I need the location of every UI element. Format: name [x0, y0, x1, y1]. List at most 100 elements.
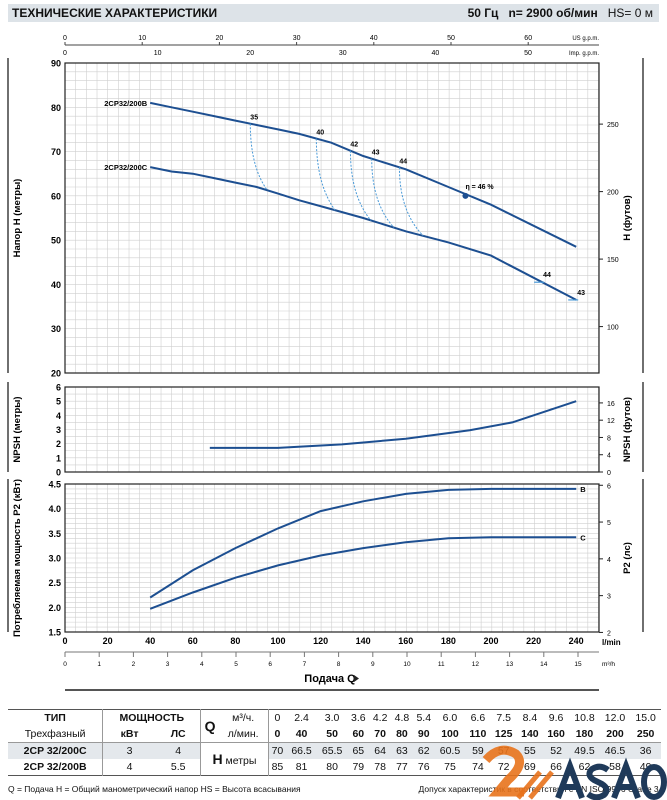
- curve-npsh: [209, 400, 577, 449]
- y-tick-label: 4.5: [48, 480, 61, 490]
- m3h-tick-label: 6: [268, 661, 272, 668]
- us-gpm-tick-label: 10: [138, 35, 146, 42]
- header-kw: кВт: [120, 728, 139, 740]
- head-cell: 60.5: [434, 742, 466, 759]
- y-right-tick-label: 0: [607, 470, 611, 477]
- y-tick-label: 4.0: [48, 504, 61, 514]
- q-lmin-cell: 250: [636, 728, 655, 740]
- head-cell: 76: [417, 761, 430, 773]
- y-tick-label: 2.5: [48, 578, 61, 588]
- y-tick-label: 1: [56, 453, 61, 463]
- head-cell: 65: [347, 742, 370, 759]
- y-right-tick-label: 200: [607, 190, 619, 197]
- head-cell: 70: [268, 742, 287, 759]
- q-m3h-cell: 5.4: [416, 712, 432, 724]
- h-unit: метры: [225, 755, 257, 767]
- x-unit-m3h: m³/h: [602, 661, 615, 668]
- q-m3h-cell: 10.8: [574, 712, 595, 724]
- x-tick-label: 0: [62, 636, 67, 646]
- head-cell: 79: [352, 761, 365, 773]
- imp-gpm-tick-label: 50: [524, 50, 532, 57]
- q-label: Q: [204, 718, 216, 734]
- q-lmin-cell: 125: [494, 728, 513, 740]
- efficiency-line: [349, 150, 372, 221]
- head-cell: 78: [374, 761, 386, 773]
- y-tick-label: 20: [51, 369, 61, 379]
- header-power: МОЩНОСТЬ: [102, 709, 202, 726]
- head-cell: 75: [444, 761, 456, 773]
- y-tick-label: 5: [56, 397, 61, 407]
- y-right-tick-label: 12: [607, 418, 615, 425]
- us-gpm-tick-label: 30: [293, 35, 301, 42]
- y-tick-label: 0: [56, 468, 61, 478]
- y-right-tick-label: 5: [607, 520, 611, 527]
- m3h-tick-label: 14: [540, 661, 548, 668]
- head-cell: 36: [630, 742, 661, 759]
- q-lmin-cell: 100: [441, 728, 459, 740]
- q-lmin-cell: 160: [547, 728, 565, 740]
- y-right-tick-label: 2: [607, 630, 611, 637]
- q-m3h-cell: 4.2: [372, 712, 388, 724]
- q-m3h-cell: 15.0: [635, 712, 656, 724]
- bep-label: η = 46 %: [465, 184, 494, 191]
- efficiency-line: [315, 138, 336, 211]
- y-tick-label: 70: [51, 147, 61, 157]
- m3h-tick-label: 7: [303, 661, 307, 668]
- head-cell: 85: [271, 761, 284, 773]
- y-axis-label: Потребляемая мощность P2 (кВт): [12, 479, 23, 637]
- h-label: H метры: [200, 742, 269, 776]
- q-lmin-cell: 60: [352, 728, 365, 740]
- y-right-tick-label: 6: [607, 483, 611, 490]
- efficiency-label: 43: [372, 150, 380, 157]
- series-label: C: [580, 533, 586, 542]
- y-axis-label-right: H (футов): [622, 195, 633, 241]
- head-cell: 59: [465, 742, 491, 759]
- head-cell: 69: [524, 761, 536, 773]
- header-type: ТИП: [8, 709, 104, 726]
- q-lmin-cell: 180: [575, 728, 594, 740]
- model-name: 2CP 32/200B: [8, 759, 104, 776]
- m3h-tick-label: 9: [371, 661, 375, 668]
- x-tick-label: 180: [441, 636, 456, 646]
- y-tick-label: 40: [51, 280, 61, 290]
- y-tick-label: 60: [51, 191, 61, 201]
- y-right-tick-label: 250: [607, 122, 619, 129]
- power-kw: 3: [102, 742, 156, 759]
- head-cell: 62: [578, 761, 591, 773]
- efficiency-label: 44: [543, 272, 551, 279]
- y-right-tick-label: 150: [607, 257, 619, 264]
- imp-gpm-tick-label: 20: [246, 50, 254, 57]
- us-gpm-tick-label: 20: [216, 35, 224, 42]
- m3h-tick-label: 4: [200, 661, 204, 668]
- m3h-tick-label: 10: [403, 661, 411, 668]
- x-tick-label: 140: [356, 636, 371, 646]
- efficiency-line: [371, 158, 395, 228]
- asao-logo: [482, 745, 667, 800]
- head-cell: 72: [497, 761, 510, 773]
- x-tick-label: 240: [569, 636, 584, 646]
- head-cell: 62: [412, 742, 435, 759]
- y-right-tick-label: 8: [607, 435, 611, 442]
- plot-frame: [64, 62, 600, 374]
- m3h-tick-label: 1: [97, 661, 101, 668]
- efficiency-label: 43: [577, 290, 585, 297]
- y-tick-label: 90: [51, 59, 61, 69]
- y-right-tick-label: 4: [607, 557, 611, 564]
- head-cell: 80: [326, 761, 338, 773]
- head-cell: 63: [391, 742, 413, 759]
- y-right-tick-label: 4: [607, 453, 611, 460]
- y-tick-label: 30: [51, 324, 61, 334]
- q-m3h-cell: 0: [274, 712, 281, 724]
- q-unit-m3h: м³/ч.: [218, 709, 269, 726]
- efficiency-label: 40: [316, 130, 324, 137]
- m3h-tick-label: 3: [166, 661, 170, 668]
- m3h-tick-label: 8: [337, 661, 341, 668]
- head-cell: 55: [516, 742, 543, 759]
- y-tick-label: 1.5: [48, 628, 61, 638]
- y-axis-label-right: NPSH (футов): [622, 397, 633, 462]
- imp-gpm-tick-label: 40: [432, 50, 440, 57]
- y-axis-label-right: P2 (лс): [622, 542, 633, 574]
- series-label: 2CP32/200C: [104, 163, 148, 172]
- y-tick-label: 6: [56, 383, 61, 393]
